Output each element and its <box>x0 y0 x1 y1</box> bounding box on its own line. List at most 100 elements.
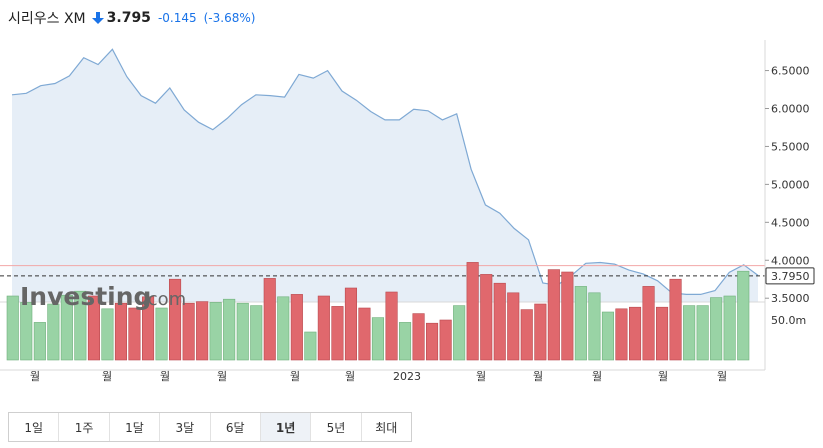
volume-bar <box>683 305 696 361</box>
volume-bar <box>425 322 439 361</box>
volume-bar <box>642 286 655 361</box>
time-axis-label: 월 <box>160 370 170 383</box>
volume-bar <box>169 278 182 361</box>
volume-bar <box>385 291 398 361</box>
instrument-name: 시리우스 XM <box>8 11 86 27</box>
price-chart[interactable]: 6.5000 6.0000 5.5000 5.0000 4.5000 4.0000 3.50… <box>0 40 823 408</box>
range-button-1[interactable]: 1주 <box>59 413 110 441</box>
arrow-down-icon <box>91 12 104 24</box>
range-button-5[interactable]: 1년 <box>260 413 312 441</box>
range-button-7[interactable]: 최대 <box>375 420 398 435</box>
volume-bar <box>358 307 371 361</box>
volume-bar <box>263 278 276 361</box>
volume-bar <box>155 307 168 361</box>
price-area-fill <box>12 49 758 302</box>
volume-bar <box>547 269 560 361</box>
time-axis-label: 월 <box>476 370 486 383</box>
time-axis-label: 월 <box>217 370 227 383</box>
volume-bar <box>47 303 60 361</box>
volume-tick-label: 50.0m <box>771 314 806 327</box>
volume-bar <box>655 306 669 361</box>
volume-bar <box>304 331 317 361</box>
volume-bar <box>196 301 209 361</box>
price-tick-label: 6.0000 <box>771 103 810 116</box>
time-axis-labels: 월 월 월 월 월 월 2023 월 월 월 월 월 <box>30 370 727 383</box>
volume-bar <box>142 296 155 361</box>
range-selector: 1일 1주 1달 3달 6달 1년 5년 최대 <box>8 412 412 442</box>
volume-bar <box>317 295 330 361</box>
volume-bar <box>236 302 249 361</box>
price-tick-label: 3.5000 <box>771 292 810 305</box>
current-price-marker: 3.7950 <box>765 267 815 285</box>
range-button-2[interactable]: 1달 <box>110 413 161 441</box>
volume-bar <box>588 292 601 361</box>
volume-bar <box>561 271 574 361</box>
volume-bar <box>331 306 344 361</box>
volume-bar <box>412 313 425 361</box>
time-axis-label: 월 <box>30 370 40 383</box>
volume-bar <box>33 322 46 361</box>
price-axis-ticks: 6.5000 6.0000 5.5000 5.0000 4.5000 4.0000 3.50… <box>765 65 810 305</box>
volume-bar <box>277 296 290 361</box>
last-price: 3.795 <box>106 10 151 26</box>
time-axis-label: 월 <box>290 370 300 383</box>
price-change-percent: (-3.68%) <box>203 11 256 25</box>
volume-bar <box>209 302 222 361</box>
volume-bar <box>182 302 195 361</box>
volume-bar <box>250 305 263 361</box>
price-tick-label: 6.5000 <box>771 65 810 78</box>
volume-bar <box>6 295 19 361</box>
price-line <box>11 48 759 295</box>
range-button-3[interactable]: 3달 <box>160 413 211 441</box>
volume-bar <box>493 282 506 361</box>
volume-bar <box>507 292 520 361</box>
volume-bar <box>520 309 533 361</box>
volume-bar <box>87 295 100 361</box>
volume-bar <box>128 307 141 361</box>
volume-bar <box>114 302 127 361</box>
time-axis-label: 월 <box>345 370 355 383</box>
volume-bar <box>398 322 412 361</box>
time-axis-label: 월 <box>592 370 602 383</box>
volume-bar <box>737 270 750 361</box>
volume-bar <box>601 311 615 361</box>
quote-header: 시리우스 XM 3.795 -0.145 (-3.68%) <box>8 7 255 29</box>
volume-bar <box>290 294 303 361</box>
volume-bar <box>466 262 479 361</box>
time-axis-label: 월 <box>717 370 727 383</box>
volume-bar <box>480 274 493 361</box>
volume-bar <box>223 298 236 361</box>
volume-bar <box>371 317 385 361</box>
volume-bar <box>710 297 723 361</box>
price-change: -0.145 <box>157 11 197 25</box>
price-tick-label: 5.5000 <box>771 140 810 153</box>
volume-bar <box>669 278 682 361</box>
volume-bar <box>20 302 33 361</box>
price-tick-label: 4.0000 <box>771 254 810 267</box>
current-price-label: 3.7950 <box>771 270 810 283</box>
volume-bar <box>439 319 452 361</box>
volume-bar <box>74 290 87 361</box>
volume-bar <box>453 305 466 361</box>
volume-bars <box>6 262 750 361</box>
volume-bar <box>574 286 587 361</box>
logo-main-text: Investing <box>20 282 151 311</box>
range-button-4[interactable]: 6달 <box>211 413 261 441</box>
investing-logo: Investing .com <box>20 282 186 311</box>
price-area <box>12 49 758 302</box>
range-button-0[interactable]: 1일 <box>9 413 60 441</box>
range-button-6[interactable]: 5년 <box>311 413 362 441</box>
volume-bar <box>696 305 709 361</box>
volume-bar <box>344 287 358 361</box>
logo-suffix-text: .com <box>142 289 186 310</box>
volume-bar <box>534 303 547 361</box>
volume-bar <box>723 295 736 361</box>
time-axis-label: 월 <box>533 370 543 383</box>
time-axis-label: 월 <box>658 370 668 383</box>
volume-bar <box>60 294 73 361</box>
price-line-series <box>11 48 759 295</box>
volume-bar <box>101 308 114 361</box>
volume-bar <box>628 306 642 361</box>
price-tick-label: 4.5000 <box>771 216 810 229</box>
time-axis-label: 월 <box>102 370 112 383</box>
